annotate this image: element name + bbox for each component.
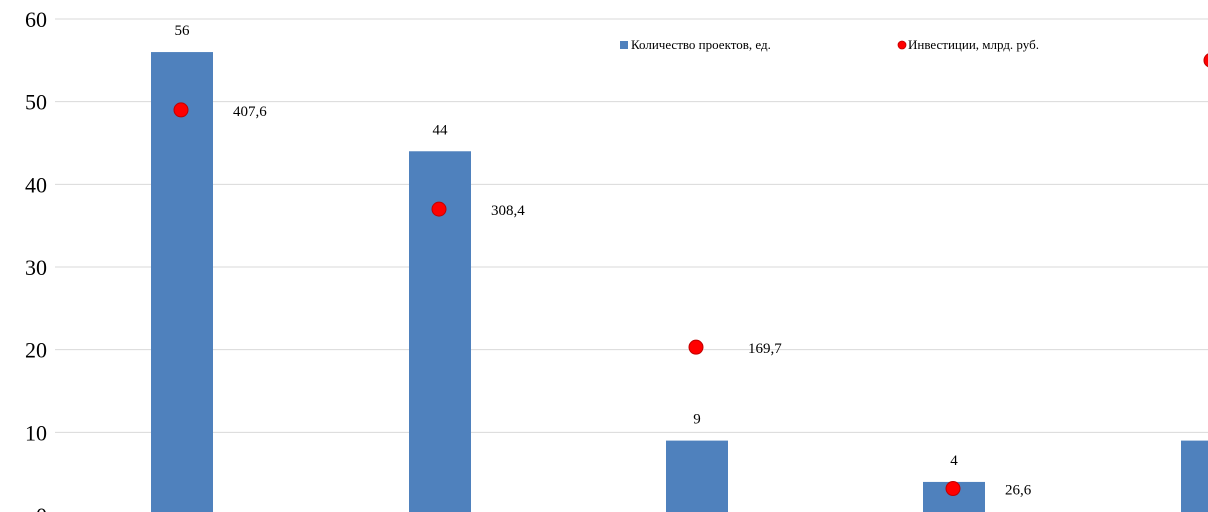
bar-value-label: 56 xyxy=(175,23,191,39)
y-tick-label: 30 xyxy=(25,255,47,280)
bar-data-labels: 56 44 9 4 xyxy=(175,23,959,469)
y-tick-label: 10 xyxy=(25,420,47,445)
data-point xyxy=(945,481,961,497)
bar xyxy=(151,52,213,512)
data-point xyxy=(173,102,189,118)
legend-swatch-bars xyxy=(620,41,628,49)
legend-label-points: Инвестиции, млрд. руб. xyxy=(908,37,1039,52)
bar xyxy=(1181,440,1208,512)
data-point xyxy=(1203,53,1208,68)
point-data-labels: 407,6 308,4 169,7 26,6 xyxy=(233,104,1032,499)
data-point xyxy=(688,339,704,355)
point-value-label: 169,7 xyxy=(748,341,782,357)
y-tick-label: 60 xyxy=(25,7,47,32)
bar-series xyxy=(151,52,1208,512)
legend-label-bars: Количество проектов, ед. xyxy=(631,37,771,52)
legend-swatch-points xyxy=(897,40,907,50)
bar-value-label: 9 xyxy=(693,412,701,428)
point-value-label: 407,6 xyxy=(233,104,267,120)
bar-value-label: 44 xyxy=(433,122,449,138)
bar-value-label: 4 xyxy=(950,453,958,469)
point-series xyxy=(173,53,1208,497)
data-point xyxy=(431,201,447,217)
y-axis-ticks: 0 10 20 30 40 50 60 xyxy=(25,7,47,512)
y-tick-label: 50 xyxy=(25,90,47,115)
gridlines xyxy=(55,18,1208,433)
y-tick-label: 20 xyxy=(25,338,47,363)
point-value-label: 308,4 xyxy=(491,203,525,219)
legend: Количество проектов, ед. Инвестиции, млр… xyxy=(620,37,1039,52)
bar xyxy=(666,440,728,512)
y-tick-label: 0 xyxy=(36,503,47,512)
y-tick-label: 40 xyxy=(25,172,47,197)
point-value-label: 26,6 xyxy=(1005,483,1032,499)
